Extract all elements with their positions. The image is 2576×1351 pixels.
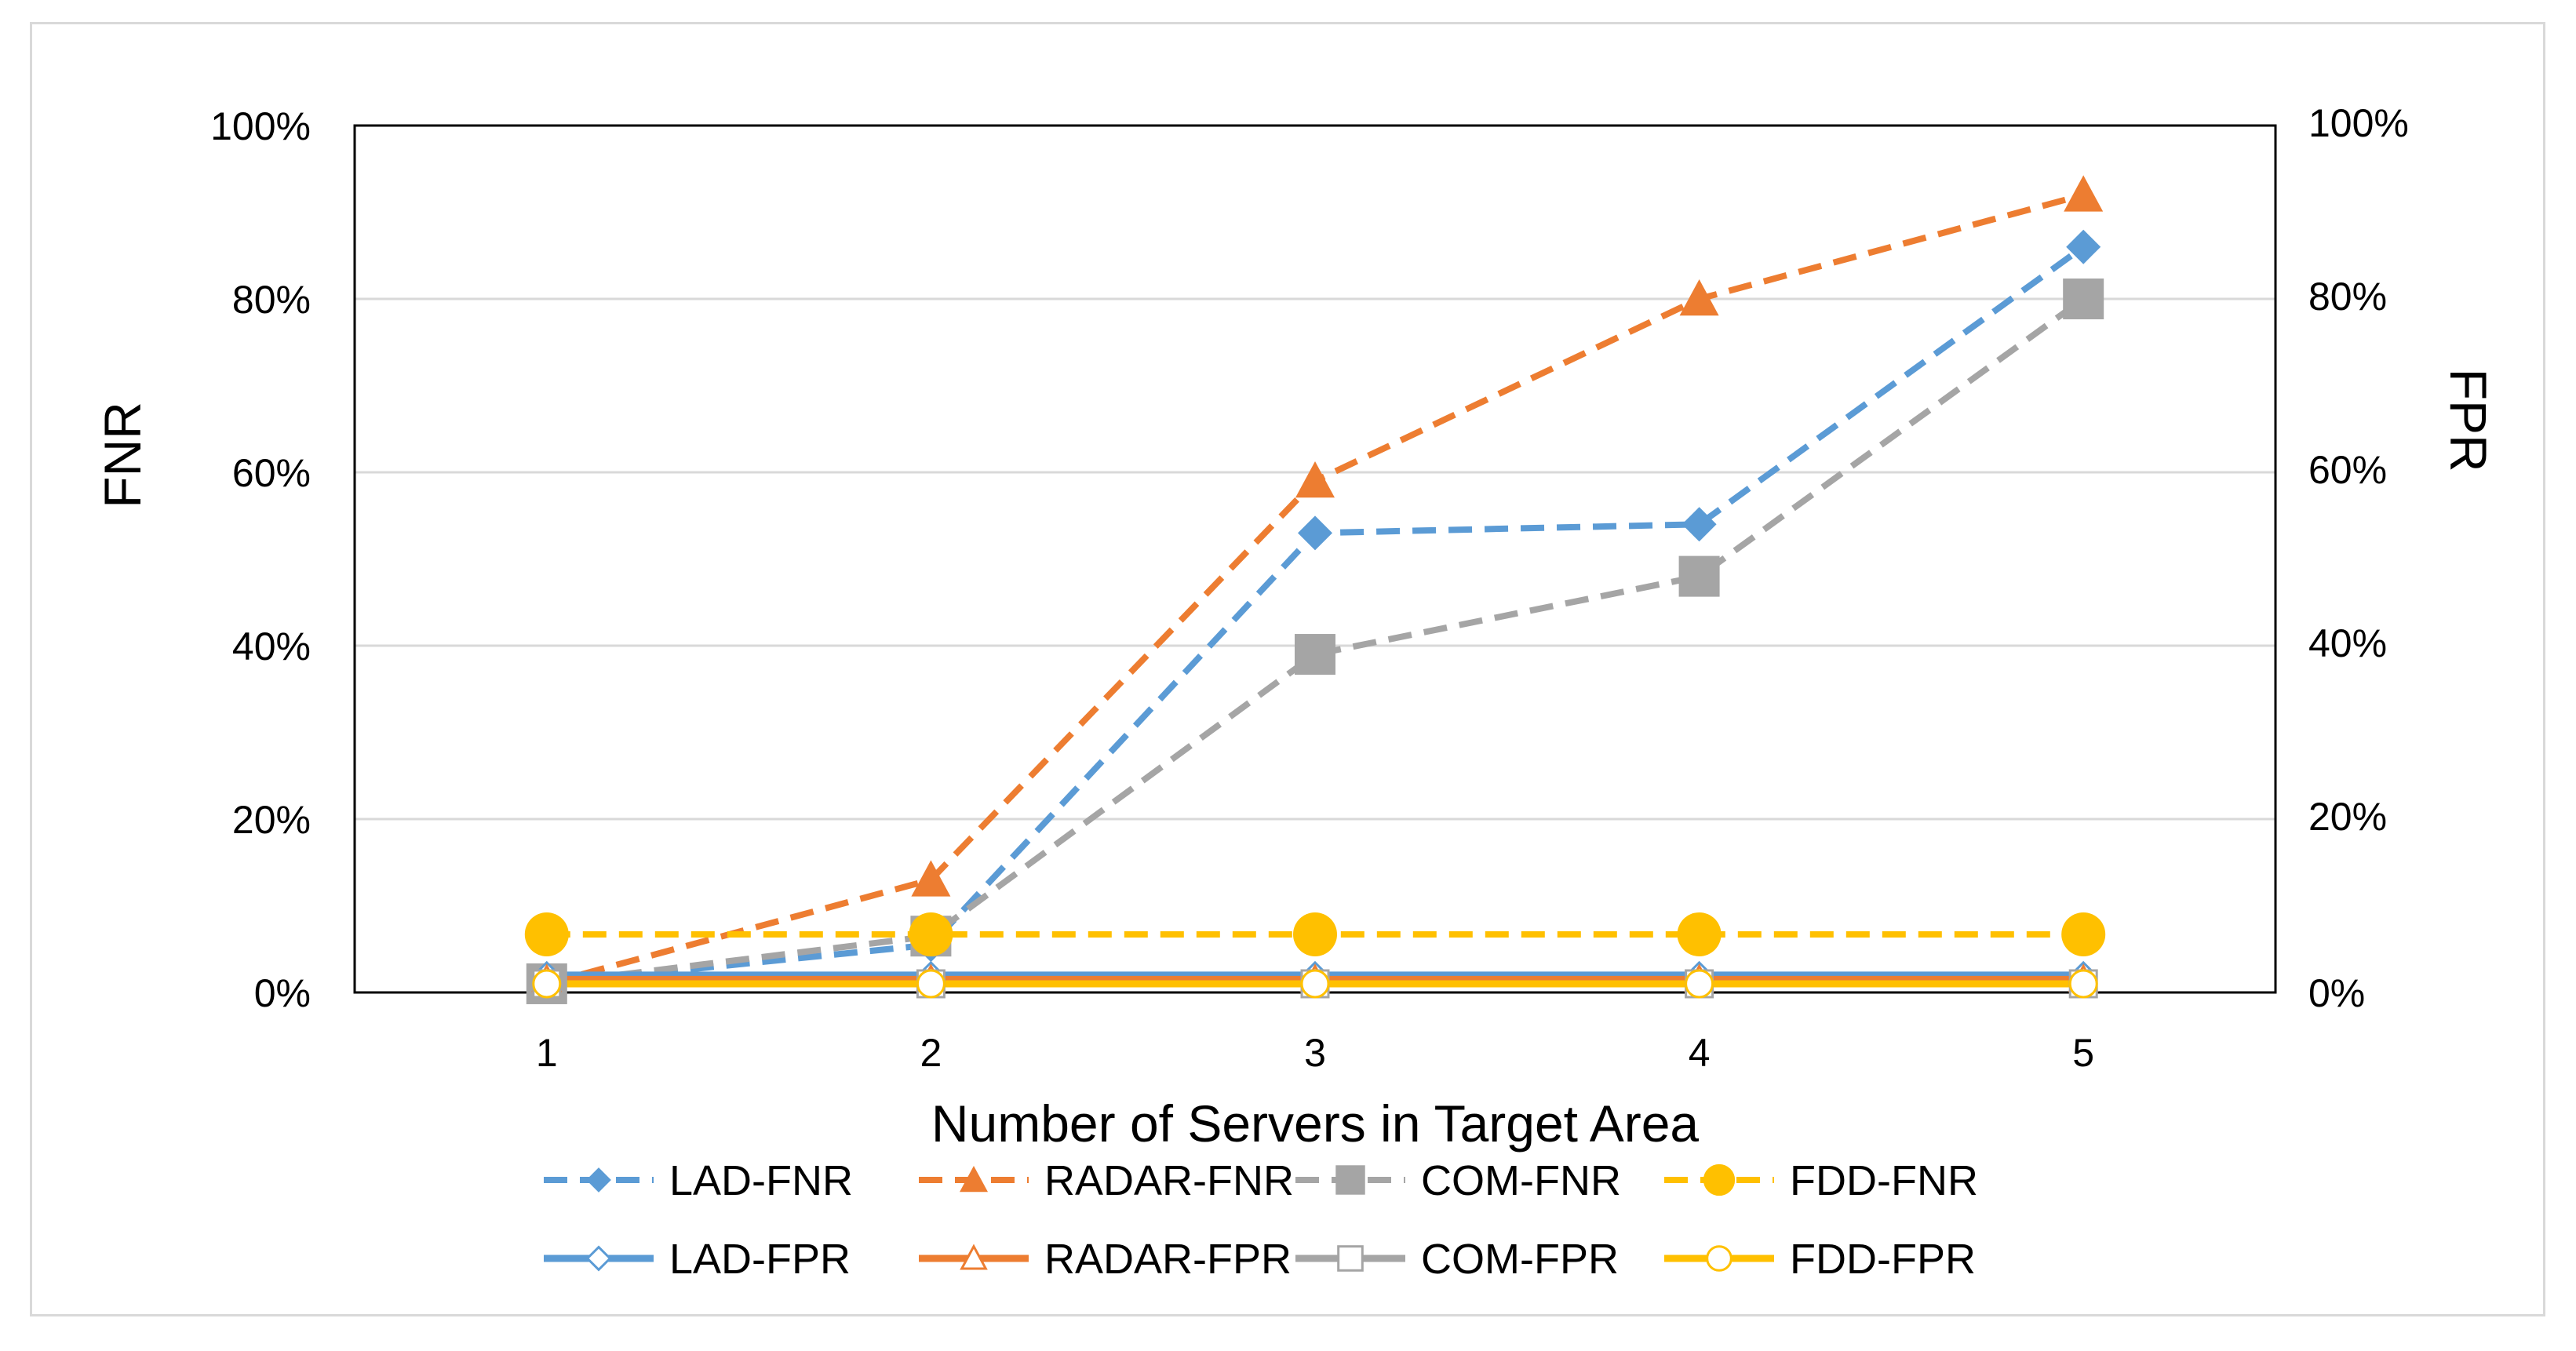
legend-item: FDD-FPR xyxy=(1664,1236,1976,1283)
series-lines xyxy=(545,191,2086,988)
data-point-lad-fnr xyxy=(1298,515,1332,551)
y2-tick-label: 80% xyxy=(2308,275,2387,319)
legend-swatch-marker xyxy=(1335,1165,1365,1195)
legend-item: LAD-FNR xyxy=(544,1157,853,1204)
legend-label: LAD-FNR xyxy=(669,1157,853,1204)
data-point-radar-fnr xyxy=(2064,175,2104,212)
data-point-lad-fnr xyxy=(1682,507,1717,542)
legend-label: FDD-FPR xyxy=(1790,1236,1976,1283)
chart-frame: 0% 0% 20% 20% 40% 40% 60% 60% 80% 80% 100% 100% 1 2 3 4… xyxy=(30,22,2545,1316)
line-chart: 0% 0% 20% 20% 40% 40% 60% 60% 80% 80% 100% 100% 1 2 3 4… xyxy=(93,101,2498,1283)
data-point-lad-fnr xyxy=(2066,229,2101,264)
series-line-radar-fnr xyxy=(545,191,2085,987)
y2-tick-label: 20% xyxy=(2308,795,2387,839)
x-tick-label: 1 xyxy=(536,1031,558,1075)
legend: LAD-FNR RADAR-FNR COM-FNR FDD-FNR LAD-FPR RAD… xyxy=(544,1157,1978,1283)
y2-tick-label: 60% xyxy=(2308,448,2387,492)
legend-label: COM-FPR xyxy=(1421,1236,1619,1283)
data-point-fdd-fnr xyxy=(2061,912,2106,956)
legend-item: COM-FPR xyxy=(1295,1236,1619,1283)
y-tick-label: 60% xyxy=(232,451,311,495)
x-tick-label: 2 xyxy=(920,1031,942,1075)
legend-swatch-marker xyxy=(1706,1245,1733,1272)
y2-tick-label: 100% xyxy=(2308,101,2409,145)
y-tick-label: 20% xyxy=(232,798,311,842)
x-tick-label: 3 xyxy=(1304,1031,1326,1075)
series-markers xyxy=(524,175,2106,1004)
y-tick-label: 0% xyxy=(254,971,311,1015)
data-point-radar-fnr xyxy=(911,860,951,897)
data-point-fdd-fpr xyxy=(1685,969,1714,999)
data-point-fdd-fnr xyxy=(909,912,953,956)
x-tick-label: 4 xyxy=(1689,1031,1711,1075)
y-axis-title: FNR xyxy=(93,402,151,508)
data-point-fdd-fnr xyxy=(1677,912,1722,956)
data-point-radar-fnr xyxy=(1295,461,1335,498)
legend-item: COM-FNR xyxy=(1295,1157,1621,1204)
data-point-com-fnr xyxy=(1678,555,1720,597)
y-tick-label: 100% xyxy=(210,104,311,148)
legend-swatch-marker xyxy=(586,1167,611,1193)
legend-swatch-marker xyxy=(960,1244,988,1270)
data-point-fdd-fpr xyxy=(532,969,562,999)
legend-item: FDD-FNR xyxy=(1664,1157,1978,1204)
legend-label: COM-FNR xyxy=(1421,1157,1621,1204)
gridlines xyxy=(355,297,2275,821)
axes xyxy=(353,124,2277,994)
y2-axis-title: FPR xyxy=(2439,369,2498,472)
data-point-com-fnr xyxy=(2063,279,2104,319)
legend-label: RADAR-FNR xyxy=(1044,1157,1294,1204)
legend-label: LAD-FPR xyxy=(669,1236,851,1283)
y-tick-label: 40% xyxy=(232,625,311,668)
legend-swatch-marker xyxy=(1337,1245,1364,1272)
plot-border xyxy=(353,124,2277,994)
series-line-lad-fnr xyxy=(546,244,2086,987)
data-point-fdd-fpr xyxy=(1300,969,1330,999)
legend-item: RADAR-FNR xyxy=(919,1157,1294,1204)
legend-label: RADAR-FPR xyxy=(1044,1236,1292,1283)
data-point-radar-fnr xyxy=(1679,279,1719,316)
legend-swatch-marker xyxy=(1703,1163,1736,1196)
data-point-fdd-fnr xyxy=(524,912,569,956)
data-point-fdd-fpr xyxy=(2068,969,2098,999)
x-tick-label: 5 xyxy=(2072,1031,2094,1075)
data-point-fdd-fnr xyxy=(1293,912,1337,956)
data-point-com-fnr xyxy=(1295,634,1335,676)
series-line-com-fnr xyxy=(546,296,2086,987)
y-tick-label: 80% xyxy=(232,278,311,322)
y2-tick-label: 0% xyxy=(2308,971,2365,1015)
legend-label: FDD-FNR xyxy=(1790,1157,1978,1204)
data-point-fdd-fpr xyxy=(916,969,946,999)
legend-item: LAD-FPR xyxy=(544,1236,851,1283)
legend-swatch-marker xyxy=(960,1166,988,1193)
legend-swatch-marker xyxy=(585,1245,612,1272)
x-axis-title: Number of Servers in Target Area xyxy=(931,1094,1700,1153)
y2-tick-label: 40% xyxy=(2308,621,2387,665)
axis-labels: 0% 0% 20% 20% 40% 40% 60% 60% 80% 80% 100% 100% 1 2 3 4… xyxy=(93,101,2498,1153)
legend-item: RADAR-FPR xyxy=(919,1236,1292,1283)
